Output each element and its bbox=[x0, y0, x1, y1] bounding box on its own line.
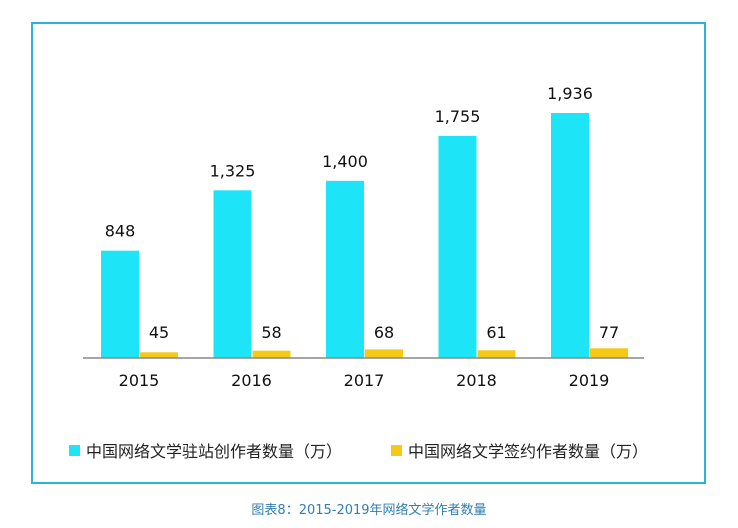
legend-item-resident-authors: 中国网络文学驻站创作者数量（万） bbox=[69, 438, 342, 462]
x-tick-label: 2018 bbox=[456, 371, 497, 390]
legend-swatch-yellow bbox=[391, 444, 402, 456]
bar-resident-2019 bbox=[551, 113, 589, 358]
bar-signed-2019 bbox=[590, 348, 628, 358]
data-label: 1,325 bbox=[210, 161, 256, 180]
x-tick-label: 2015 bbox=[119, 371, 160, 390]
data-label: 848 bbox=[105, 222, 136, 241]
figure-caption: 图表8：2015-2019年网络文学作者数量 bbox=[251, 503, 487, 518]
bar-signed-2018 bbox=[477, 350, 516, 358]
chart-frame bbox=[31, 22, 706, 484]
bar-resident-2015 bbox=[101, 250, 139, 358]
data-label: 58 bbox=[261, 323, 281, 342]
legend-label: 中国网络文学驻站创作者数量（万） bbox=[86, 442, 343, 461]
legend-label: 中国网络文学签约作者数量（万） bbox=[408, 442, 649, 461]
bar-resident-2016 bbox=[213, 190, 252, 358]
bar-resident-2017 bbox=[326, 180, 364, 358]
data-label: 1,936 bbox=[547, 84, 593, 103]
legend-item-signed-authors: 中国网络文学签约作者数量（万） bbox=[391, 438, 648, 462]
x-tick-label: 2017 bbox=[344, 371, 385, 390]
x-tick-label: 2019 bbox=[569, 371, 610, 390]
bar-signed-2017 bbox=[365, 349, 403, 358]
legend-swatch-cyan bbox=[69, 444, 80, 456]
data-label: 68 bbox=[374, 323, 394, 342]
data-label: 1,400 bbox=[322, 152, 368, 171]
data-label: 45 bbox=[149, 323, 169, 342]
x-tick-label: 2016 bbox=[231, 371, 272, 390]
bar-resident-2018 bbox=[438, 135, 477, 358]
bar-signed-2015 bbox=[140, 352, 178, 358]
data-label: 1,755 bbox=[435, 107, 481, 126]
bar-signed-2016 bbox=[252, 350, 291, 358]
data-label: 61 bbox=[486, 323, 506, 342]
data-label: 77 bbox=[599, 323, 619, 342]
